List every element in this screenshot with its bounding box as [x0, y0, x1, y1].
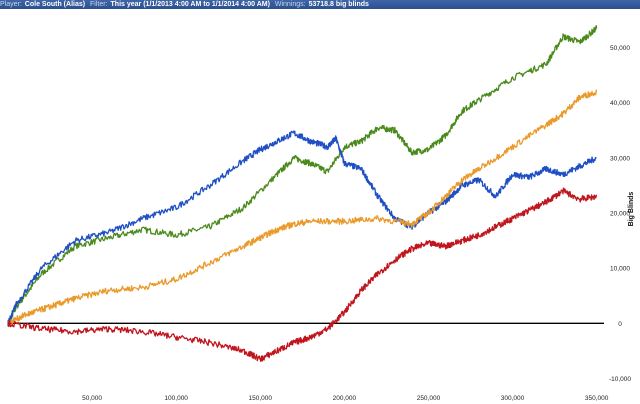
y-tick-label: 50,000	[610, 45, 630, 52]
y-tick-label: 30,000	[610, 155, 630, 162]
series-line-2	[7, 130, 597, 327]
x-tick-label: 250,000	[417, 395, 441, 402]
chart-header-bar: Player: Cole South (Alias) Filter: This ye…	[0, 0, 640, 9]
x-tick-label: 100,000	[164, 395, 188, 402]
y-axis-label: Big Blinds	[628, 192, 635, 227]
x-tick-label: 350,000	[585, 395, 609, 402]
x-tick-label: 150,000	[249, 395, 273, 402]
y-tick-label: -10,000	[609, 376, 631, 383]
filter-value: This year (1/1/2013 4:00 AM to 1/1/2014 …	[110, 1, 270, 8]
series-line-3	[7, 89, 598, 326]
filter-label: Filter:	[90, 1, 108, 8]
y-tick-label: 40,000	[610, 100, 630, 107]
y-tick-label: 20,000	[610, 211, 630, 218]
winnings-value: 53718.8 big blinds	[308, 1, 369, 8]
x-tick-label: 300,000	[501, 395, 525, 402]
winnings-label: Winnings:	[274, 1, 306, 8]
series-line-1	[7, 25, 598, 327]
y-tick-label: 0	[618, 321, 622, 328]
y-tick-label: 10,000	[610, 266, 630, 273]
player-label: Player:	[0, 1, 22, 8]
player-value: Cole South (Alias)	[24, 1, 86, 8]
x-tick-label: 50,000	[82, 395, 102, 402]
series-line-4	[7, 187, 598, 362]
x-tick-label: 200,000	[333, 395, 357, 402]
winnings-line-chart: 50,000 100,000 150,000 200,000 250,000 300,00…	[7, 25, 635, 402]
